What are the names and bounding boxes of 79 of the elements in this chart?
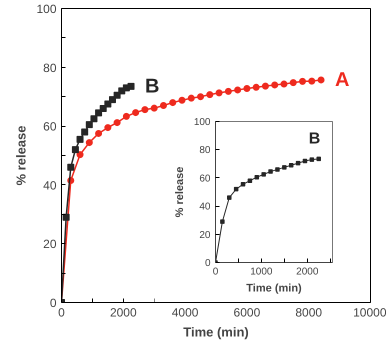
point <box>275 167 280 172</box>
point <box>316 156 321 162</box>
point <box>141 106 148 114</box>
point <box>227 195 232 200</box>
point <box>288 162 294 168</box>
x-tick-label: 2000 <box>296 266 319 278</box>
point <box>280 80 288 88</box>
point <box>302 158 308 164</box>
point <box>296 160 300 166</box>
point <box>81 128 88 136</box>
x-tick-label: 10000 <box>353 306 386 320</box>
point <box>178 96 186 104</box>
point <box>310 157 314 162</box>
point <box>220 219 225 224</box>
series-label: B <box>145 75 160 98</box>
point <box>150 104 158 112</box>
point <box>90 115 98 122</box>
y-tick-label: 0 <box>50 296 57 310</box>
point <box>67 164 74 171</box>
y-tick-label: 20 <box>43 237 57 252</box>
x-axis-title: Time (min) <box>246 282 302 294</box>
x-tick-label: 0 <box>212 266 219 278</box>
point <box>114 119 121 126</box>
point <box>261 172 266 177</box>
point <box>100 104 107 112</box>
y-tick-label: 60 <box>43 120 57 134</box>
x-tick-label: 6000 <box>234 306 261 320</box>
point <box>290 79 297 86</box>
point <box>76 151 84 158</box>
y-tick-label: 60 <box>199 173 211 184</box>
y-axis-title: % release <box>174 166 186 218</box>
x-axis-title: Time (min) <box>183 324 249 340</box>
point <box>271 81 278 88</box>
point <box>169 99 176 106</box>
point <box>318 76 325 84</box>
point <box>122 112 130 120</box>
point <box>254 174 260 180</box>
point <box>72 146 79 154</box>
point <box>62 214 70 221</box>
point <box>206 91 214 98</box>
point <box>234 186 238 192</box>
point <box>86 139 93 146</box>
point <box>248 178 252 183</box>
point <box>268 169 273 174</box>
point <box>308 78 316 85</box>
y-tick-label: 40 <box>199 202 211 213</box>
point <box>104 124 112 132</box>
point <box>240 182 246 186</box>
point <box>282 165 287 170</box>
point <box>132 109 140 116</box>
series-label: A <box>335 68 350 91</box>
point <box>234 86 242 94</box>
y-tick-label: 0 <box>204 258 211 269</box>
point <box>299 78 306 85</box>
point <box>224 88 232 95</box>
x-tick-label: 2000 <box>110 306 137 320</box>
point <box>216 89 223 96</box>
point <box>160 102 167 110</box>
y-tick-label: 80 <box>199 145 211 156</box>
series-label: B <box>308 130 320 148</box>
x-tick-label: 1000 <box>250 266 273 278</box>
point <box>128 82 135 90</box>
y-tick-label: 100 <box>194 117 211 128</box>
y-axis-title: % release <box>13 125 28 186</box>
y-tick-label: 20 <box>199 230 211 241</box>
point <box>262 82 269 90</box>
y-tick-label: 80 <box>43 60 57 75</box>
point <box>95 130 102 137</box>
point <box>252 84 260 91</box>
y-tick-label: 40 <box>43 178 57 192</box>
point <box>76 136 84 143</box>
y-tick-label: 100 <box>36 2 57 16</box>
point <box>197 93 204 100</box>
point <box>188 94 195 102</box>
x-tick-label: 8000 <box>295 306 322 320</box>
x-tick-label: 4000 <box>172 306 199 320</box>
point <box>86 121 93 128</box>
point <box>243 84 250 92</box>
x-tick-label: 0 <box>58 306 66 320</box>
